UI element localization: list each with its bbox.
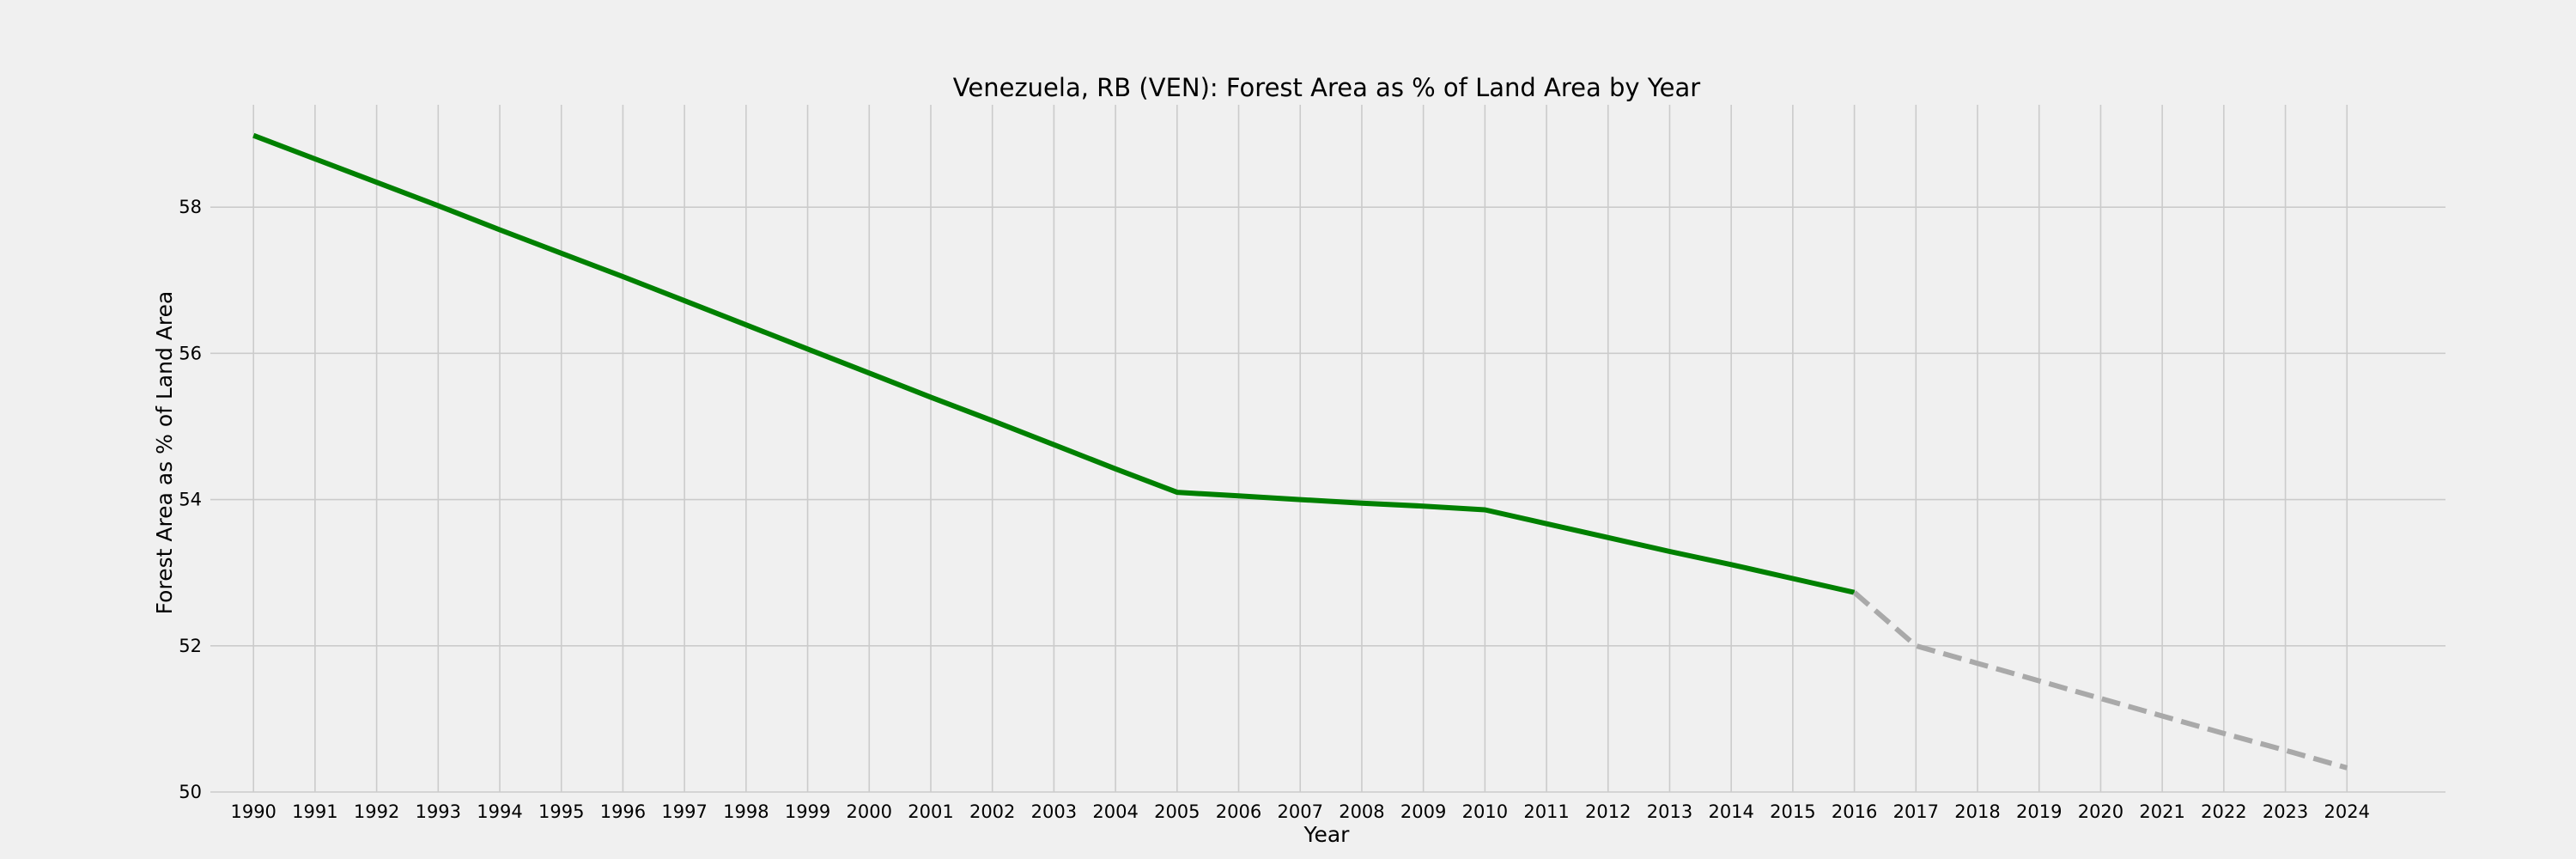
x-tick-label: 2013 bbox=[1647, 801, 1692, 822]
x-tick-label: 2005 bbox=[1154, 801, 1200, 822]
x-tick-label: 2003 bbox=[1031, 801, 1077, 822]
x-tick-label: 2020 bbox=[2078, 801, 2123, 822]
x-tick-label: 2023 bbox=[2263, 801, 2308, 822]
x-tick-label: 2021 bbox=[2139, 801, 2184, 822]
x-tick-label: 1991 bbox=[292, 801, 337, 822]
x-tick-label: 1994 bbox=[477, 801, 522, 822]
x-tick-label: 1993 bbox=[416, 801, 461, 822]
historical-series-line bbox=[252, 132, 1856, 595]
x-tick-label: 2024 bbox=[2324, 801, 2370, 822]
x-tick-label: 1995 bbox=[538, 801, 584, 822]
x-tick-label: 2012 bbox=[1585, 801, 1631, 822]
x-tick-label: 2001 bbox=[908, 801, 953, 822]
x-axis-label: Year bbox=[1303, 822, 1351, 847]
y-tick-label: 54 bbox=[179, 490, 202, 510]
x-tick-label: 2016 bbox=[1832, 801, 1877, 822]
x-tick-label: 2009 bbox=[1400, 801, 1446, 822]
x-tick-label: 2017 bbox=[1893, 801, 1939, 822]
series-layer bbox=[252, 132, 2348, 771]
x-tick-label: 2022 bbox=[2201, 801, 2246, 822]
x-tick-label: 1992 bbox=[354, 801, 399, 822]
x-tick-label: 2000 bbox=[847, 801, 892, 822]
x-tick-labels: 1990 1991 1992 1993 1994 1995 1996 1997 1998 1999… bbox=[230, 801, 2370, 822]
x-gridlines bbox=[252, 105, 2348, 792]
y-tick-label: 56 bbox=[179, 343, 202, 363]
x-tick-label: 2019 bbox=[2016, 801, 2062, 822]
x-tick-label: 1996 bbox=[600, 801, 646, 822]
x-tick-label: 1999 bbox=[785, 801, 830, 822]
x-tick-label: 2015 bbox=[1770, 801, 1815, 822]
x-tick-label: 1990 bbox=[230, 801, 276, 822]
y-axis-label: Forest Area as % of Land Area bbox=[152, 291, 177, 615]
x-tick-label: 2014 bbox=[1708, 801, 1753, 822]
x-tick-label: 2007 bbox=[1278, 801, 1323, 822]
y-tick-label: 58 bbox=[179, 197, 202, 217]
x-tick-label: 2008 bbox=[1339, 801, 1384, 822]
x-tick-label: 2004 bbox=[1092, 801, 1138, 822]
x-tick-label: 2011 bbox=[1523, 801, 1569, 822]
x-tick-label: 2002 bbox=[969, 801, 1015, 822]
y-tick-label: 52 bbox=[179, 636, 202, 656]
chart-title: Venezuela, RB (VEN): Forest Area as % of… bbox=[953, 73, 1700, 102]
x-tick-label: 1997 bbox=[661, 801, 707, 822]
y-tick-labels: 50 52 54 56 58 bbox=[179, 197, 202, 802]
x-tick-label: 2010 bbox=[1462, 801, 1508, 822]
y-tick-label: 50 bbox=[179, 782, 202, 802]
x-tick-label: 2018 bbox=[1954, 801, 2000, 822]
x-tick-label: 2006 bbox=[1216, 801, 1261, 822]
projected-series-line bbox=[1852, 590, 2348, 771]
x-tick-label: 1998 bbox=[723, 801, 769, 822]
